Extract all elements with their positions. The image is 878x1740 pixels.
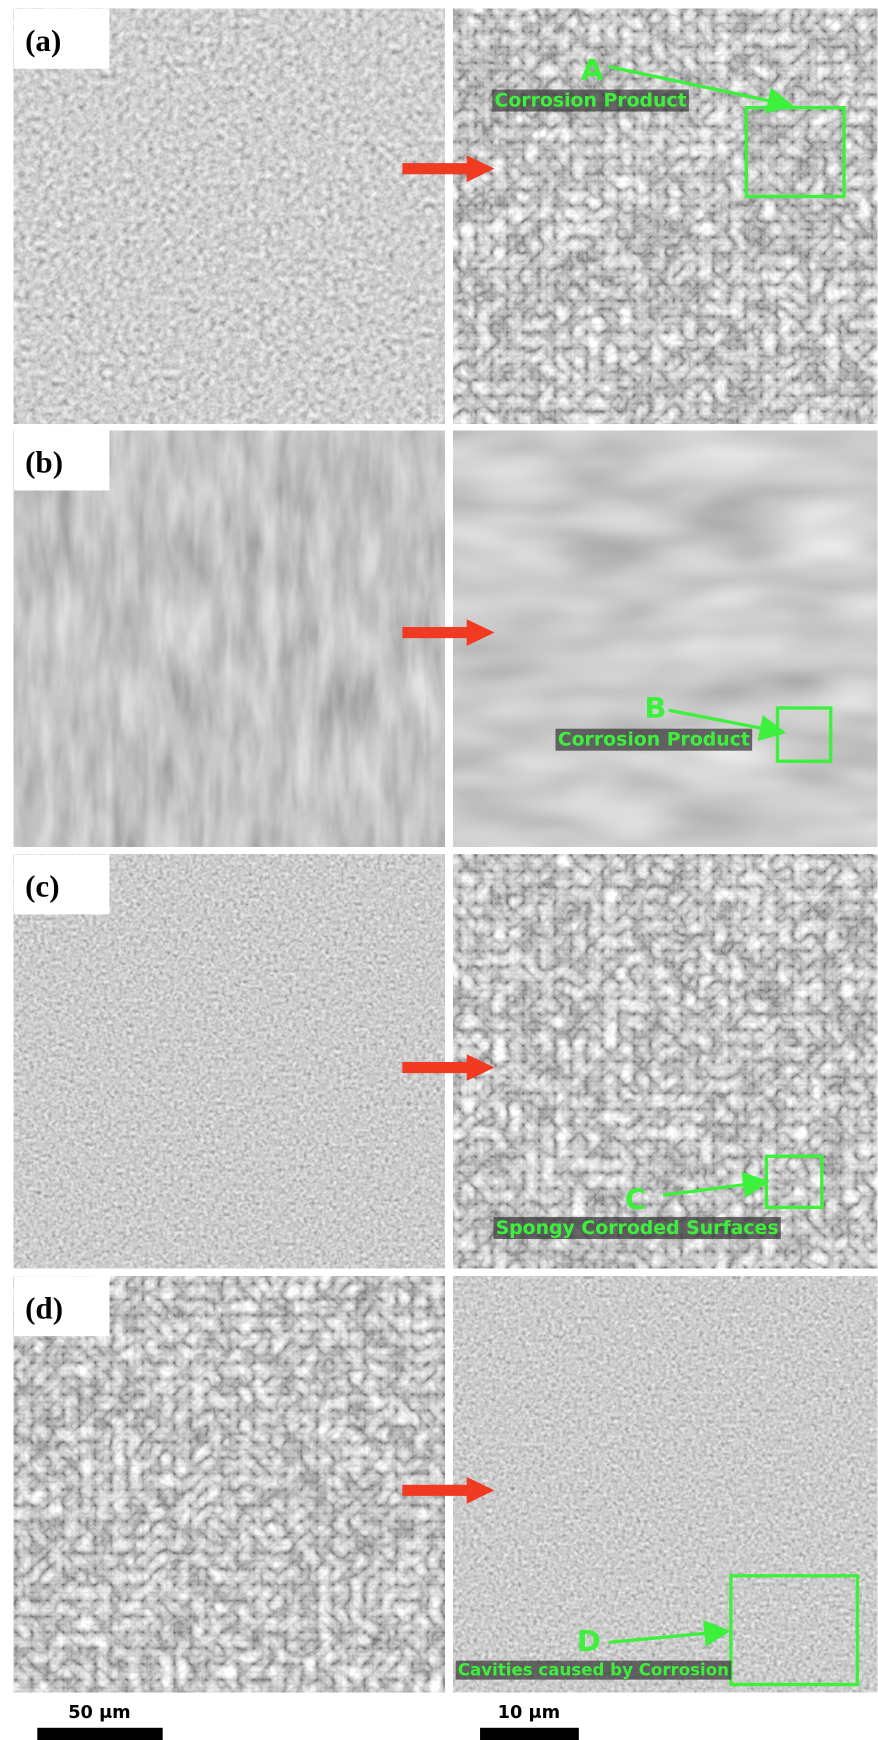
- annotation-background: [493, 1216, 781, 1239]
- panel-label: (b): [25, 445, 63, 480]
- sem-image: [453, 8, 878, 424]
- annotation-letter: C: [625, 1183, 646, 1217]
- label-background: [13, 1276, 110, 1337]
- pointer-arrow: [662, 1171, 770, 1199]
- red-arrow: [402, 1054, 495, 1081]
- label-background: [13, 8, 110, 69]
- scale-bar: 10 μm: [480, 1703, 579, 1740]
- red-arrow: [402, 155, 495, 182]
- sem-image: [453, 1276, 878, 1693]
- label-background: [13, 430, 110, 491]
- highlight-box: [744, 105, 846, 199]
- annotation-letter: D: [577, 1624, 601, 1658]
- sem-image: [13, 1276, 445, 1693]
- red-arrow: [402, 1477, 495, 1504]
- scale-bar-label: 10 μm: [498, 1703, 560, 1723]
- scale-bar-line: [480, 1727, 579, 1740]
- panel-label: (c): [25, 869, 59, 904]
- label-background: [13, 854, 110, 915]
- annotation-text: Corrosion Product: [494, 90, 686, 112]
- annotation-background: [492, 89, 689, 112]
- pointer-arrow: [608, 1620, 731, 1647]
- red-arrow: [402, 619, 495, 646]
- panel-row: (a) Corrosion Product A: [13, 8, 878, 424]
- pointer-arrow: [668, 708, 787, 742]
- scale-bar: 50 μm: [37, 1703, 163, 1740]
- pointer-arrow: [608, 64, 795, 114]
- scale-bar-label: 50 μm: [68, 1703, 130, 1723]
- annotation-background: [555, 728, 753, 751]
- panel-label: (a): [25, 23, 61, 58]
- sem-image: [13, 854, 445, 1269]
- annotation-text: Corrosion Product: [558, 729, 750, 751]
- sem-image: [453, 854, 878, 1269]
- sem-image: [13, 430, 445, 847]
- annotation-letter: A: [581, 53, 604, 87]
- highlight-box: [729, 1574, 860, 1687]
- scale-bar-line: [37, 1727, 163, 1740]
- sem-image: [13, 8, 445, 424]
- annotation-background: [455, 1660, 732, 1680]
- annotation-letter: B: [644, 691, 666, 725]
- annotation-text: Spongy Corroded Surfaces: [496, 1217, 779, 1239]
- panel-label: (d): [25, 1290, 63, 1325]
- annotation-text: Cavities caused by Corrosion: [458, 1661, 729, 1680]
- panel-row: (d) Cavities caused by Corrosion D: [13, 1276, 878, 1693]
- sem-image: [453, 430, 878, 847]
- panel-row: (b) Corrosion Product B: [13, 430, 878, 847]
